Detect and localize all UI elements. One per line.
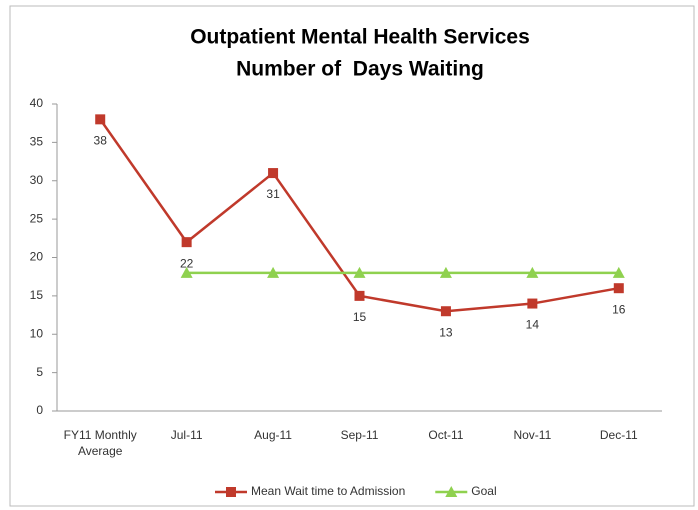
chart-frame	[9, 5, 695, 507]
y-tick-label: 10	[30, 326, 44, 340]
y-tick-label: 25	[30, 211, 44, 225]
x-tick-label: FY11 Monthly Average	[64, 428, 137, 458]
data-point	[526, 266, 539, 278]
x-tick-label: Sep-11	[341, 428, 379, 442]
data-point	[439, 266, 452, 278]
chart-title: Outpatient Mental Health Services	[190, 26, 530, 49]
data-label: 31	[266, 187, 280, 201]
data-label: 15	[353, 310, 367, 324]
y-tick-label: 35	[30, 135, 44, 149]
chart-title: Number of Days Waiting	[236, 58, 484, 81]
y-tick-label: 40	[30, 96, 44, 110]
data-point	[268, 168, 279, 179]
data-point	[267, 266, 280, 278]
legend-label: Goal	[471, 484, 496, 498]
x-tick-label: Dec-11	[600, 428, 638, 442]
data-point	[613, 283, 624, 294]
legend-label: Mean Wait time to Admission	[251, 484, 405, 498]
data-label: 16	[612, 302, 626, 316]
data-point	[95, 114, 106, 125]
x-tick-label: Nov-11	[513, 428, 551, 442]
data-point	[612, 266, 625, 278]
y-tick-label: 30	[30, 173, 44, 187]
data-point	[440, 306, 451, 317]
data-point	[527, 298, 538, 309]
data-label: 38	[94, 134, 108, 148]
x-tick-label: Aug-11	[254, 428, 292, 442]
y-tick-label: 20	[30, 250, 44, 264]
data-point	[181, 237, 192, 248]
y-tick-label: 5	[36, 365, 43, 379]
y-tick-label: 0	[36, 403, 43, 417]
data-label: 22	[180, 256, 194, 270]
x-tick-label: Jul-11	[171, 428, 203, 442]
data-point	[354, 290, 365, 301]
data-label: 14	[526, 318, 540, 332]
legend-marker	[445, 486, 458, 497]
data-label: 13	[439, 325, 453, 339]
legend-marker	[226, 487, 236, 497]
data-point	[180, 266, 193, 278]
y-tick-label: 15	[30, 288, 44, 302]
x-tick-label: Oct-11	[428, 428, 463, 442]
data-point	[353, 266, 366, 278]
